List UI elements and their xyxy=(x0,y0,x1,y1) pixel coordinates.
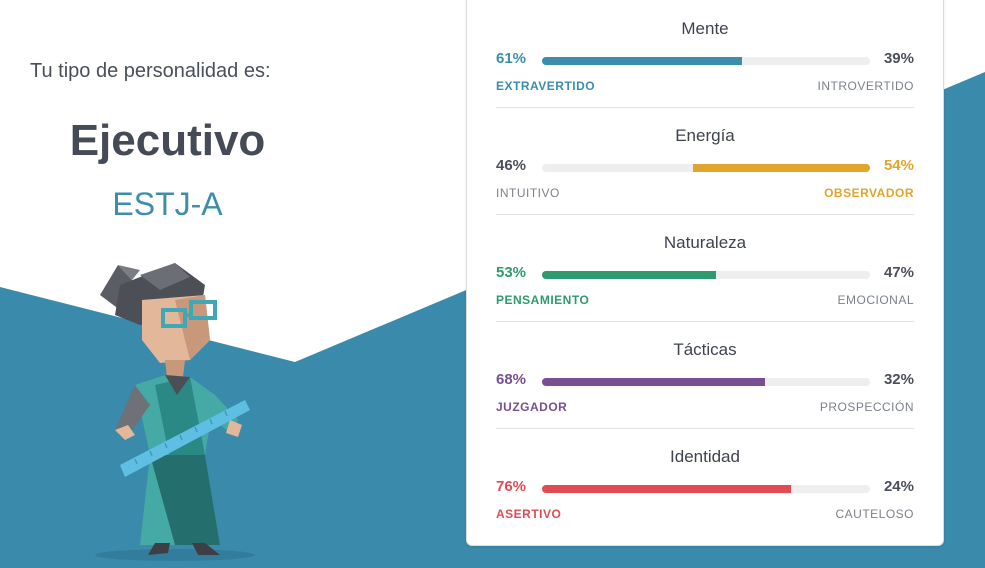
trait-bar-track xyxy=(542,378,870,386)
left-percentage: 53% xyxy=(496,264,527,281)
trait-bar-fill xyxy=(542,485,792,493)
right-trait-label: PROSPECCIÓN xyxy=(819,400,914,414)
intro-text: Tu tipo de personalidad es: xyxy=(30,60,271,82)
trait-title: Energía xyxy=(675,126,735,145)
left-trait-label: EXTRAVERTIDO xyxy=(496,79,596,93)
executive-character-illustration xyxy=(95,263,255,561)
trait-title: Naturaleza xyxy=(663,233,747,252)
trait-mente: Mente 61% 39% EXTRAVERTIDO INTROVERTIDO xyxy=(496,1,914,108)
trait-energia: Energía 46% 54% INTUITIVO OBSERVADOR xyxy=(496,108,914,215)
left-trait-label: JUZGADOR xyxy=(496,400,568,414)
right-trait-label: INTROVERTIDO xyxy=(817,79,914,93)
right-trait-label: CAUTELOSO xyxy=(835,507,914,521)
left-percentage: 68% xyxy=(496,371,527,388)
trait-identidad: Identidad 76% 24% ASERTIVO CAUTELOSO xyxy=(496,429,914,536)
right-percentage: 24% xyxy=(883,478,914,495)
left-percentage: 46% xyxy=(496,157,527,174)
right-trait-label: EMOCIONAL xyxy=(837,293,914,307)
left-percentage: 61% xyxy=(496,50,527,67)
left-trait-label: ASERTIVO xyxy=(496,507,562,521)
trait-bar-fill xyxy=(542,271,716,279)
trait-bar-fill xyxy=(542,378,766,386)
trait-bar-track xyxy=(542,164,870,172)
trait-naturaleza: Naturaleza 53% 47% PENSAMIENTO EMOCIONAL xyxy=(496,215,914,322)
trait-bar-fill xyxy=(542,57,743,65)
trait-title: Tácticas xyxy=(673,340,737,359)
trait-tacticas: Tácticas 68% 32% JUZGADOR PROSPECCIÓN xyxy=(496,322,914,429)
trait-bar-track xyxy=(542,57,870,65)
left-percentage: 76% xyxy=(496,478,527,495)
trait-bar-fill xyxy=(692,164,870,172)
left-trait-label: PENSAMIENTO xyxy=(496,293,590,307)
traits-card: Mente 61% 39% EXTRAVERTIDO INTROVERTIDO … xyxy=(466,0,944,546)
trait-title: Mente xyxy=(681,19,729,38)
trait-bar-track xyxy=(542,271,870,279)
trait-title: Identidad xyxy=(670,447,740,466)
right-percentage: 39% xyxy=(883,50,914,67)
left-trait-label: INTUITIVO xyxy=(496,186,560,200)
right-percentage: 32% xyxy=(883,371,914,388)
right-percentage: 54% xyxy=(883,157,914,174)
personality-type-name: Ejecutivo xyxy=(69,116,266,165)
right-percentage: 47% xyxy=(883,264,914,281)
personality-type-code: ESTJ-A xyxy=(112,186,223,222)
right-trait-label: OBSERVADOR xyxy=(824,186,914,200)
trait-bar-track xyxy=(542,485,870,493)
